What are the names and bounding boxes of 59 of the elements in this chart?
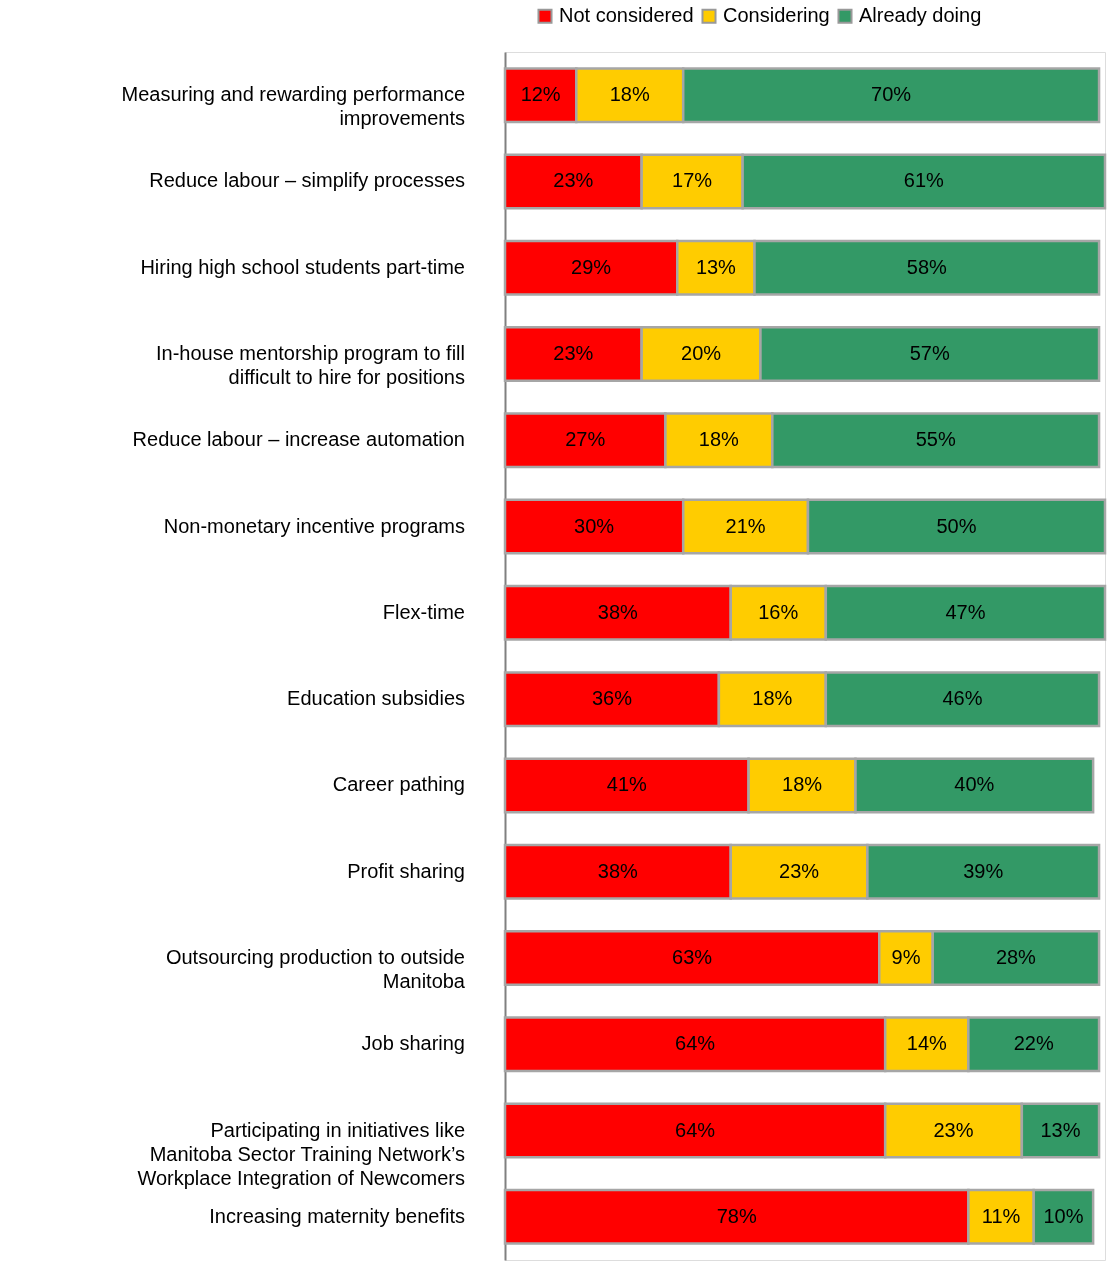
data-label: 22%: [1013, 1032, 1054, 1055]
y-tick-label: Outsourcing production to outside Manitoba: [165, 946, 466, 992]
data-label: 23%: [779, 859, 820, 882]
y-tick-label: Education subsidies: [287, 687, 465, 710]
data-label: 78%: [716, 1204, 757, 1227]
data-label: 63%: [672, 946, 713, 968]
data-label: 18%: [752, 687, 793, 710]
data-label: 18%: [698, 428, 740, 451]
data-label: 18%: [609, 83, 650, 106]
data-label: 55%: [915, 428, 956, 451]
data-label: 38%: [597, 600, 639, 623]
data-label: 28%: [995, 946, 1037, 968]
data-label: 13%: [1040, 1118, 1081, 1141]
y-tick-label: Non-monetary incentive programs: [163, 514, 465, 537]
legend-label: Considering: [723, 4, 830, 27]
data-label: 50%: [936, 514, 977, 537]
data-label: 18%: [782, 773, 823, 796]
data-label: 29%: [571, 255, 612, 278]
data-label: 27%: [565, 428, 606, 451]
data-label: 16%: [758, 600, 799, 623]
data-label: 57%: [909, 342, 950, 364]
data-label: 40%: [954, 773, 995, 796]
data-label: 10%: [1043, 1204, 1084, 1227]
data-label: 61%: [903, 169, 945, 192]
data-label: 70%: [871, 83, 912, 106]
y-tick-label: Measuring and rewarding performance improvements: [121, 83, 465, 130]
legend-label: Already doing: [859, 4, 982, 27]
data-label: 23%: [933, 1118, 974, 1141]
data-label: 64%: [675, 1032, 716, 1055]
y-tick-label: In-house mentorship program to fill difficult to hire for positions: [155, 342, 465, 388]
y-tick-label: Hiring high school students part-time: [140, 255, 465, 278]
data-label: 47%: [945, 600, 986, 623]
y-tick-label: Profit sharing: [347, 859, 465, 882]
y-tick-label: Reduce labour – simplify processes: [149, 169, 465, 192]
data-label: 11%: [981, 1204, 1021, 1227]
data-label: 17%: [672, 169, 713, 192]
data-label: 38%: [597, 859, 639, 882]
data-label: 23%: [553, 342, 594, 364]
data-label: 64%: [675, 1118, 716, 1141]
data-label: 39%: [963, 859, 1004, 882]
y-tick-label: Reduce labour – increase automation: [132, 428, 465, 451]
data-label: 36%: [591, 687, 633, 710]
data-label: 46%: [942, 687, 983, 710]
y-tick-label: Increasing maternity benefits: [209, 1204, 465, 1227]
data-label: 58%: [906, 255, 948, 278]
data-label: 30%: [574, 514, 615, 537]
data-label: 41%: [606, 773, 648, 796]
data-label: 23%: [553, 169, 594, 192]
data-label: 9%: [891, 946, 921, 968]
data-label: 13%: [695, 255, 737, 278]
legend-label: Not considered: [559, 4, 694, 27]
y-tick-label: Career pathing: [332, 773, 465, 796]
data-label: 14%: [906, 1032, 948, 1055]
y-tick-label: Participating in initiatives like Manitoba Sector Training Network’s Workplace Integration of Newcomers: [137, 1118, 465, 1189]
data-label: 12%: [520, 83, 561, 106]
y-tick-label: Job sharing: [361, 1032, 465, 1055]
data-label: 20%: [681, 342, 722, 364]
data-label: 21%: [725, 514, 766, 537]
y-tick-label: Flex-time: [382, 600, 465, 623]
